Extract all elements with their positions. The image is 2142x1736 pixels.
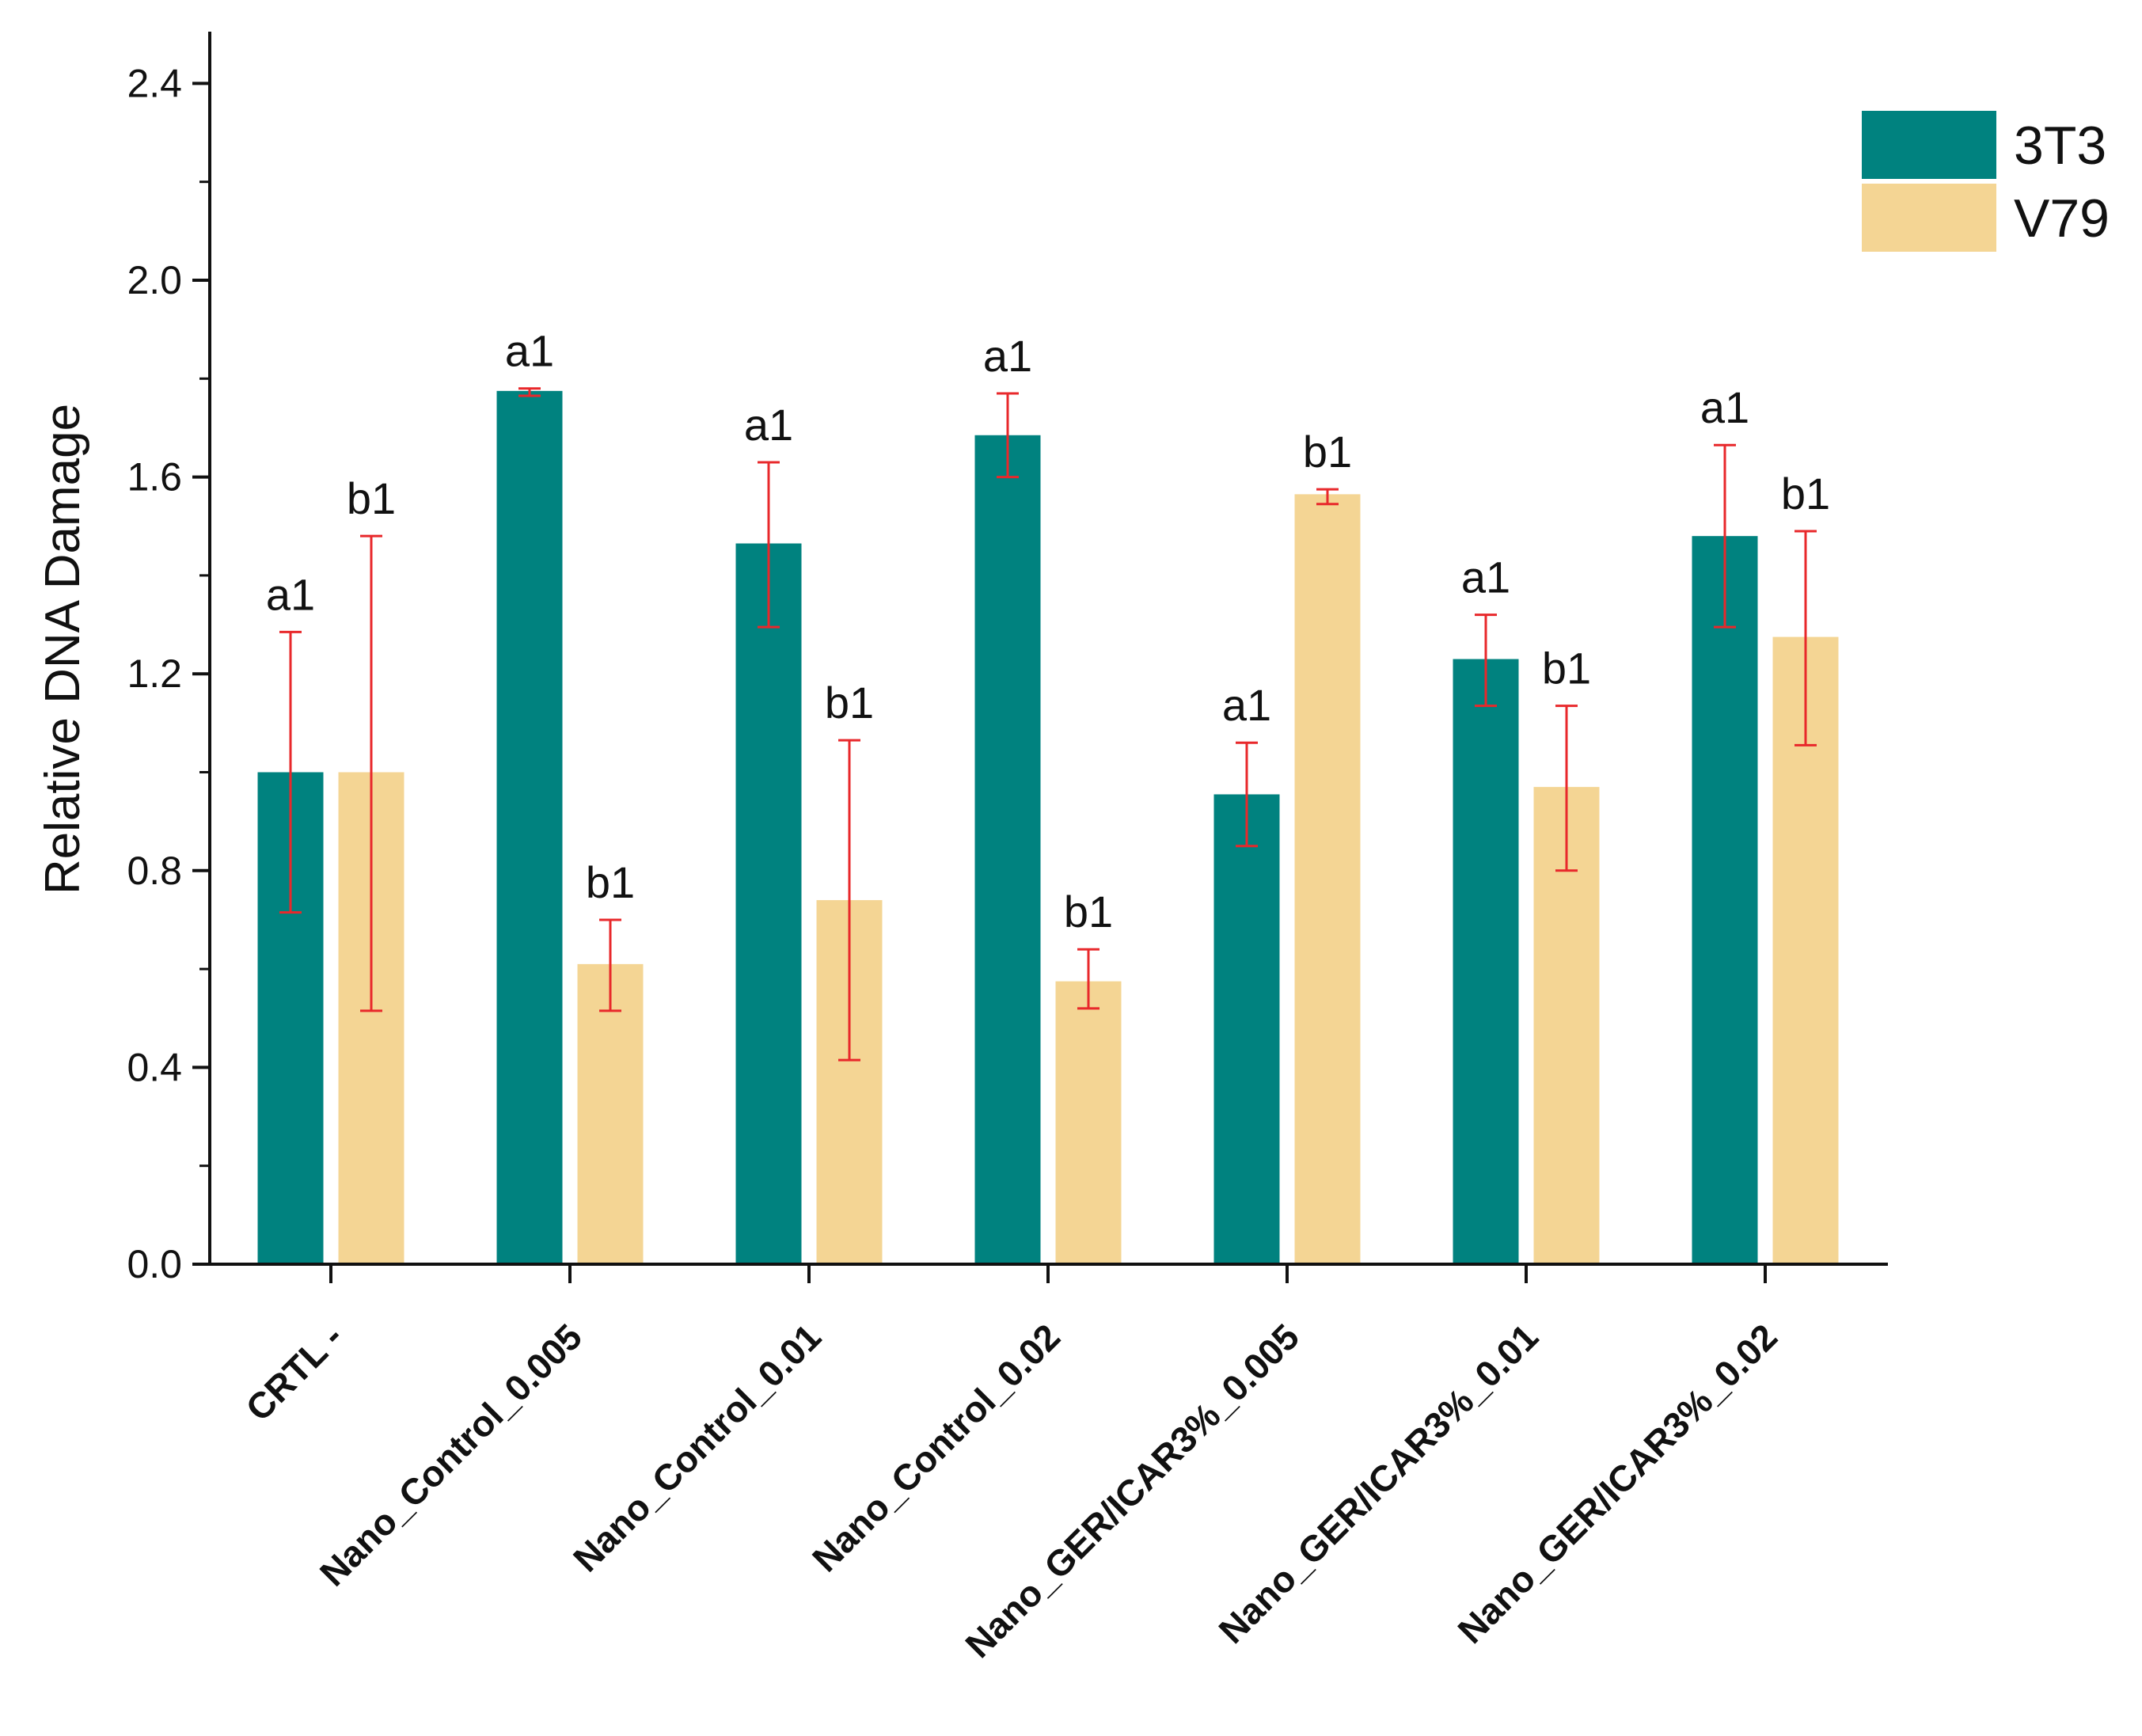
y-tick-label: 0.4 bbox=[127, 1045, 182, 1089]
x-tick-label: Nano_Control_0.01 bbox=[565, 1316, 829, 1579]
y-tick-label: 2.0 bbox=[127, 258, 182, 302]
significance-label: b1 bbox=[1064, 887, 1113, 936]
significance-label: a1 bbox=[266, 569, 315, 619]
bar-3t3-6 bbox=[1692, 536, 1758, 1264]
bar-v79-3 bbox=[1055, 981, 1122, 1264]
bar-3t3-4 bbox=[1213, 794, 1280, 1264]
bar-3t3-3 bbox=[974, 435, 1041, 1265]
x-tick-label: Nano_Control_0.005 bbox=[312, 1316, 590, 1594]
y-tick-label: 0.0 bbox=[127, 1242, 182, 1286]
significance-label: a1 bbox=[1222, 680, 1271, 730]
bar-v79-1 bbox=[577, 963, 644, 1264]
legend-swatch-3t3 bbox=[1862, 111, 1996, 179]
significance-label: a1 bbox=[983, 331, 1032, 381]
significance-label: a1 bbox=[1700, 382, 1749, 432]
y-tick-label: 0.8 bbox=[127, 849, 182, 893]
y-tick-label: 1.6 bbox=[127, 455, 182, 500]
legend-label-3t3: 3T3 bbox=[2014, 116, 2106, 176]
significance-label: b1 bbox=[825, 678, 874, 727]
x-tick-label: CRTL - bbox=[237, 1316, 351, 1429]
significance-label: a1 bbox=[744, 400, 793, 450]
bar-3t3-1 bbox=[496, 390, 563, 1264]
x-tick-label: Nano_Control_0.02 bbox=[804, 1316, 1068, 1579]
y-axis-title: Relative DNA Damage bbox=[36, 404, 90, 895]
significance-label: b1 bbox=[586, 857, 635, 907]
y-tick-label: 2.4 bbox=[127, 61, 182, 105]
bar-3t3-5 bbox=[1453, 659, 1519, 1264]
significance-label: a1 bbox=[1461, 553, 1510, 602]
significance-label: b1 bbox=[1542, 644, 1591, 693]
legend-swatch-v79 bbox=[1862, 184, 1996, 252]
bar-3t3-2 bbox=[735, 543, 802, 1264]
significance-label: b1 bbox=[347, 473, 396, 523]
y-tick-label: 1.2 bbox=[127, 651, 182, 696]
bar-v79-4 bbox=[1294, 494, 1361, 1264]
significance-label: b1 bbox=[1303, 427, 1352, 477]
legend-label-v79: V79 bbox=[2014, 188, 2110, 249]
significance-label: b1 bbox=[1781, 469, 1830, 519]
significance-label: a1 bbox=[505, 326, 554, 376]
